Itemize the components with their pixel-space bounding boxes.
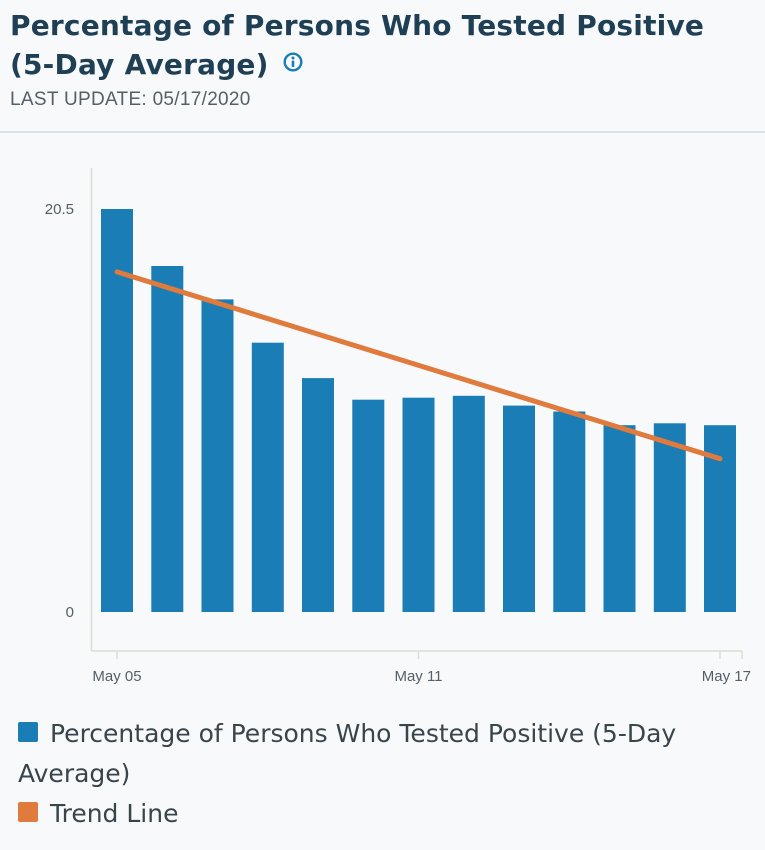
bar-05-13[interactable]	[503, 405, 535, 612]
bar-05-16[interactable]	[653, 423, 686, 612]
legend-swatch-trend	[18, 802, 38, 822]
bar-05-14[interactable]	[553, 411, 586, 613]
trend-line-series	[114, 269, 723, 462]
legend-item-positive-rate[interactable]: Percentage of Persons Who Tested Positiv…	[18, 714, 738, 794]
chart-header: Percentage of Persons Who Tested Positiv…	[10, 6, 755, 111]
last-update-text: LAST UPDATE: 05/17/2020	[10, 89, 251, 110]
x-tick-label: May 17	[702, 668, 751, 685]
bar-05-08[interactable]	[251, 342, 284, 612]
bar-05-09[interactable]	[302, 378, 334, 612]
header-divider	[0, 131, 765, 133]
y-tick-label: 20.5	[45, 201, 74, 218]
chart-title-text: Percentage of Persons Who Tested Positiv…	[10, 9, 705, 81]
bar-05-11[interactable]	[402, 397, 435, 612]
chart-title: Percentage of Persons Who Tested Positiv…	[10, 6, 755, 84]
legend-label-positive-rate: Percentage of Persons Who Tested Positiv…	[18, 719, 677, 788]
legend-item-trend-line[interactable]: Trend Line	[18, 794, 738, 834]
chart-axes	[90, 168, 743, 659]
x-tick-label: May 05	[92, 668, 141, 685]
bar-05-10[interactable]	[352, 399, 385, 612]
bar-05-07[interactable]	[201, 299, 234, 612]
bar-05-15[interactable]	[603, 425, 636, 612]
legend-label-trend-line: Trend Line	[50, 799, 179, 828]
bar-chart: 0 20.5 May 05 May 11 May 17	[45, 168, 751, 685]
bar-05-06[interactable]	[151, 266, 184, 612]
chart-legend: Percentage of Persons Who Tested Positiv…	[18, 714, 738, 834]
legend-swatch-bar	[18, 722, 38, 742]
trend-line[interactable]	[114, 269, 723, 462]
tick-labels: 0 20.5 May 05 May 11 May 17	[45, 201, 751, 685]
info-icon[interactable]	[283, 52, 303, 72]
bar-05-12[interactable]	[452, 395, 485, 612]
y-tick-label: 0	[66, 604, 74, 621]
bar-series	[101, 209, 736, 612]
x-tick-label: May 11	[394, 668, 442, 685]
